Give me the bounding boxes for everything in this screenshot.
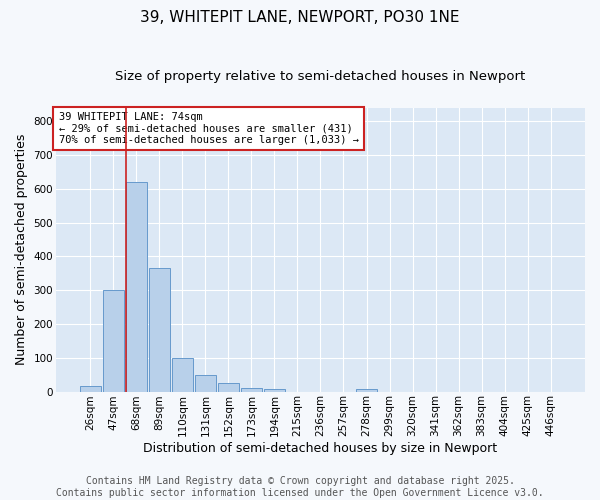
Bar: [356, 388, 377, 392]
Text: 39, WHITEPIT LANE, NEWPORT, PO30 1NE: 39, WHITEPIT LANE, NEWPORT, PO30 1NE: [140, 10, 460, 25]
Bar: [126, 182, 147, 392]
Y-axis label: Number of semi-detached properties: Number of semi-detached properties: [15, 134, 28, 366]
Bar: [172, 358, 193, 392]
Bar: [80, 386, 101, 392]
X-axis label: Distribution of semi-detached houses by size in Newport: Distribution of semi-detached houses by …: [143, 442, 497, 455]
Text: Contains HM Land Registry data © Crown copyright and database right 2025.
Contai: Contains HM Land Registry data © Crown c…: [56, 476, 544, 498]
Bar: [264, 389, 285, 392]
Text: 39 WHITEPIT LANE: 74sqm
← 29% of semi-detached houses are smaller (431)
70% of s: 39 WHITEPIT LANE: 74sqm ← 29% of semi-de…: [59, 112, 359, 145]
Bar: [195, 374, 216, 392]
Bar: [218, 383, 239, 392]
Bar: [103, 290, 124, 392]
Title: Size of property relative to semi-detached houses in Newport: Size of property relative to semi-detach…: [115, 70, 526, 83]
Bar: [149, 268, 170, 392]
Bar: [241, 388, 262, 392]
